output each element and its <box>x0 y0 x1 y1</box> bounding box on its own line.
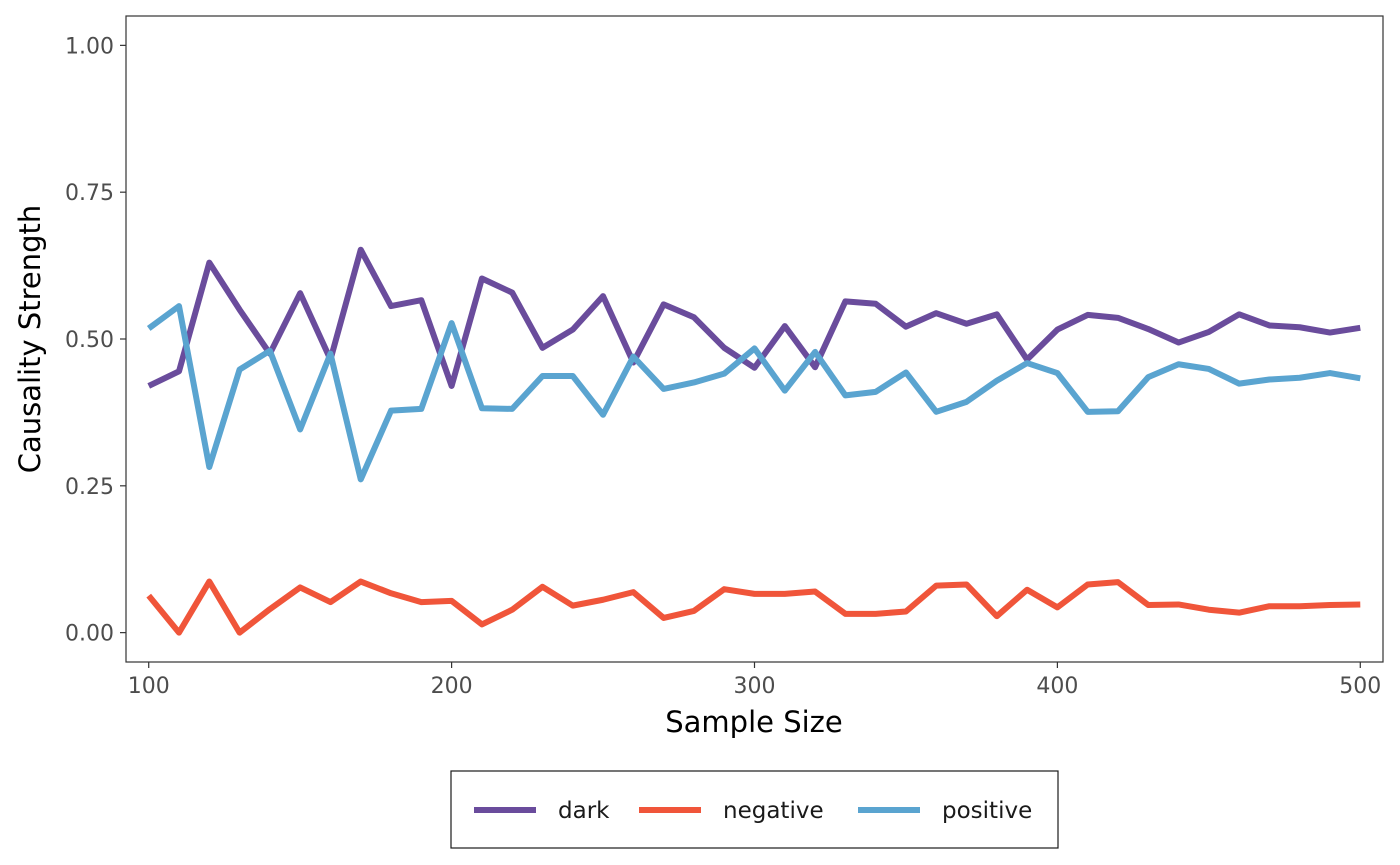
y-tick-label: 1.00 <box>65 34 114 59</box>
legend: dark negative positive <box>450 770 1059 849</box>
plot-lines <box>146 246 1361 636</box>
x-tick-label: 100 <box>128 674 170 699</box>
legend-items: dark negative positive <box>474 798 1032 824</box>
x-tick-label: 300 <box>734 674 776 699</box>
y-tick-label: 0.50 <box>65 328 114 353</box>
series-line-negative <box>146 578 1361 636</box>
legend-label-negative: negative <box>723 798 824 824</box>
y-tick-label: 0.00 <box>65 622 114 647</box>
x-axis: 100 200 300 400 500 <box>128 662 1381 699</box>
y-axis: 0.00 0.25 0.50 0.75 1.00 <box>65 34 126 647</box>
x-tick-label: 500 <box>1339 674 1381 699</box>
y-tick-label: 0.75 <box>65 181 114 206</box>
legend-label-dark: dark <box>558 798 610 824</box>
series-line-positive <box>146 303 1361 483</box>
legend-label-positive: positive <box>942 798 1032 824</box>
legend-box <box>450 770 1059 849</box>
x-tick-label: 200 <box>431 674 473 699</box>
x-tick-label: 400 <box>1036 674 1078 699</box>
series-line-dark <box>147 246 1361 389</box>
y-tick-label: 0.25 <box>65 475 114 500</box>
y-axis-title: Causality Strength <box>13 205 47 474</box>
x-axis-title: Sample Size <box>665 705 842 739</box>
